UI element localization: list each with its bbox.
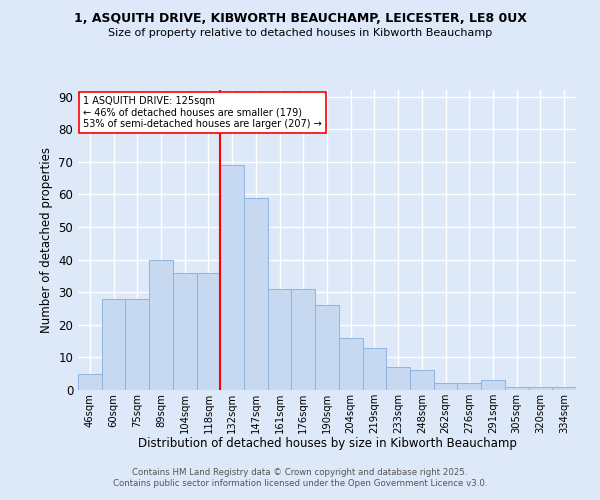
Text: 1, ASQUITH DRIVE, KIBWORTH BEAUCHAMP, LEICESTER, LE8 0UX: 1, ASQUITH DRIVE, KIBWORTH BEAUCHAMP, LE… <box>74 12 526 26</box>
Bar <box>481 380 505 390</box>
Bar <box>552 386 576 390</box>
X-axis label: Distribution of detached houses by size in Kibworth Beauchamp: Distribution of detached houses by size … <box>137 438 517 450</box>
Bar <box>102 298 125 390</box>
Bar <box>78 374 102 390</box>
Bar <box>434 384 457 390</box>
Bar <box>197 272 220 390</box>
Text: 1 ASQUITH DRIVE: 125sqm
← 46% of detached houses are smaller (179)
53% of semi-d: 1 ASQUITH DRIVE: 125sqm ← 46% of detache… <box>83 96 322 129</box>
Bar <box>386 367 410 390</box>
Bar <box>315 305 339 390</box>
Bar <box>362 348 386 390</box>
Bar <box>173 272 197 390</box>
Bar <box>149 260 173 390</box>
Bar <box>410 370 434 390</box>
Bar <box>505 386 529 390</box>
Y-axis label: Number of detached properties: Number of detached properties <box>40 147 53 333</box>
Bar <box>339 338 362 390</box>
Bar <box>244 198 268 390</box>
Text: Size of property relative to detached houses in Kibworth Beauchamp: Size of property relative to detached ho… <box>108 28 492 38</box>
Bar <box>268 289 292 390</box>
Bar <box>292 289 315 390</box>
Bar <box>125 298 149 390</box>
Bar <box>457 384 481 390</box>
Text: Contains HM Land Registry data © Crown copyright and database right 2025.
Contai: Contains HM Land Registry data © Crown c… <box>113 468 487 487</box>
Bar <box>529 386 552 390</box>
Bar <box>220 165 244 390</box>
